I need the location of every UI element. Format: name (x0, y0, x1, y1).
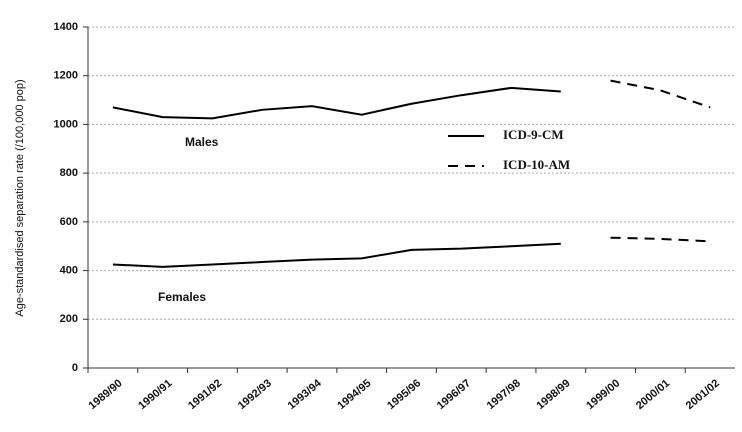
x-tick-label: 2001/02 (684, 377, 722, 412)
series-line (112, 242, 561, 268)
series-line (112, 86, 561, 120)
x-tick-label: 1990/91 (136, 377, 174, 412)
x-tick-label: 1995/96 (385, 377, 423, 412)
y-tick-label: 1400 (54, 21, 78, 33)
x-tick-label: 1997/98 (485, 377, 523, 412)
legend-label: ICD-9-CM (503, 127, 564, 142)
x-tick-label: 1993/94 (286, 377, 325, 412)
x-tick-label: 1999/00 (584, 377, 622, 412)
y-tick-label: 1200 (54, 70, 78, 82)
y-tick-label: 800 (60, 167, 78, 179)
y-axis-label: Age-standardised separation rate (/100,0… (14, 79, 26, 316)
x-tick-label: 1992/93 (236, 377, 274, 412)
x-tick-label: 1998/99 (534, 377, 572, 412)
x-tick-label: 1991/92 (186, 377, 224, 412)
legend-label: ICD-10-AM (503, 157, 570, 172)
x-tick-label: 1989/90 (87, 377, 125, 412)
y-tick-label: 600 (60, 216, 78, 228)
series-label: Males (185, 135, 219, 149)
x-tick-label: 1994/95 (335, 377, 373, 412)
y-tick-label: 0 (72, 362, 78, 374)
y-tick-label: 400 (60, 264, 78, 276)
series-label: Females (158, 290, 206, 304)
x-tick-label: 1996/97 (435, 377, 473, 412)
y-tick-label: 200 (60, 313, 78, 325)
series-line (610, 79, 711, 109)
y-tick-label: 1000 (54, 118, 78, 130)
series-line (610, 236, 711, 243)
x-tick-label: 2000/01 (634, 377, 672, 412)
